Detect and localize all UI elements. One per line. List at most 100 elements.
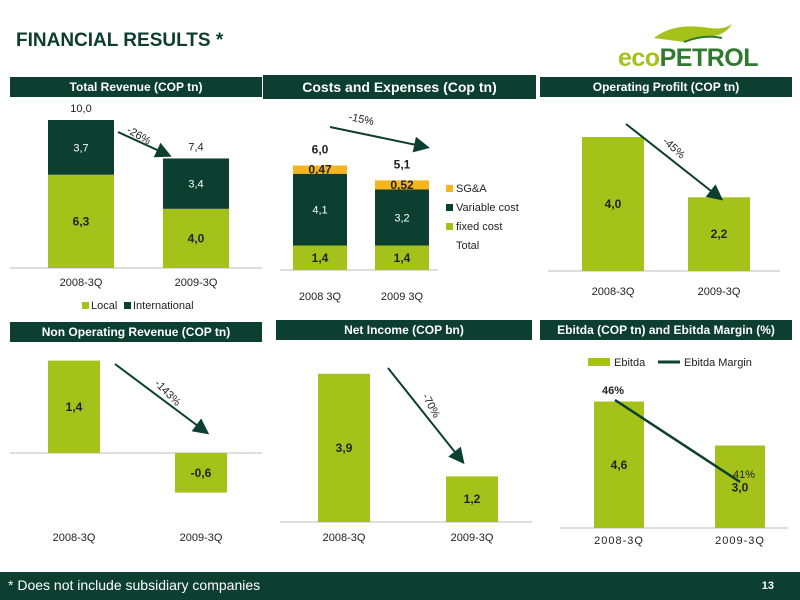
x-tick-label: 2008-3Q	[53, 532, 96, 544]
costs-header: Costs and Expenses (Cop tn)	[263, 75, 536, 99]
legend-label: SG&A	[456, 183, 487, 195]
margin-label: 46%	[602, 385, 624, 397]
x-tick-label: 2009-3Q	[451, 532, 494, 544]
bar-fixed-cost	[375, 245, 429, 270]
footnote: * Does not include subsidiary companies	[8, 577, 261, 593]
ebitda-title: Ebitda (COP tn) and Ebitda Margin (%)	[557, 323, 775, 337]
margin-label: 41%	[733, 469, 755, 481]
total-revenue-header: Total Revenue (COP tn)	[10, 77, 262, 97]
x-tick-label: 2009 3Q	[381, 291, 424, 303]
total-label: 5,1	[394, 157, 411, 171]
bar-sg-a	[375, 180, 429, 190]
trend-arrow	[625, 123, 724, 201]
legend-swatch	[124, 302, 131, 309]
bar-value-label: 3,9	[336, 441, 353, 455]
logo-text: ecoPETROL	[618, 44, 759, 73]
bar-value-label: -0,6	[191, 466, 212, 480]
bar	[318, 373, 370, 522]
bar	[688, 197, 750, 271]
total-revenue-chart: 6,3 3,7 10,0 2008-3Q 4,0 3,4 7,4 2009-3Q Local In…	[10, 103, 262, 312]
bar-value-label: 1,2	[464, 492, 481, 506]
bar-value-label: 4,0	[605, 197, 622, 211]
operating-profit-title: Operating Profilt (COP tn)	[592, 80, 740, 94]
bar-variable-cost	[375, 189, 429, 246]
bar-value-label: 1,4	[394, 251, 411, 265]
bar-fixed-cost	[293, 245, 347, 270]
net-income-chart: 3,9 2008-3Q 1,2 2009-3Q -70%	[280, 367, 532, 544]
change-label: -70%	[419, 392, 442, 421]
legend-swatch	[588, 358, 610, 366]
x-tick-label: 2008 3Q	[299, 291, 342, 303]
bar-ebitda	[594, 401, 644, 528]
bar-value-label: 1,4	[312, 251, 329, 265]
total-label: 6,0	[312, 143, 329, 157]
x-tick-label: 2008-3Q	[592, 286, 635, 298]
x-tick-label: 2009-3Q	[715, 535, 765, 547]
operating-profit-chart: 4,0 2008-3Q 2,2 2009-3Q -45%	[548, 123, 780, 298]
bar	[48, 360, 100, 453]
bar-value-label: 0,47	[308, 163, 332, 177]
logo-text-petrol: PETROL	[659, 44, 759, 72]
trend-arrow	[114, 363, 210, 435]
iguana-logo-mark	[654, 24, 732, 42]
bar-value-label: 3,0	[732, 481, 749, 495]
legend-swatch	[82, 302, 89, 309]
net-income-title: Net Income (COP bn)	[344, 323, 464, 337]
trend-arrow	[117, 131, 172, 158]
bar-value-label: 3,7	[73, 142, 88, 154]
legend-label: Total	[456, 240, 479, 252]
x-tick-label: 2008-3Q	[594, 535, 644, 547]
page-number: 13	[761, 580, 774, 592]
bar-local	[163, 208, 229, 268]
trend-arrow	[329, 126, 430, 153]
legend-label: fixed cost	[456, 221, 502, 233]
ecopetrol-logo	[654, 24, 732, 43]
bar-value-label: 3,4	[188, 179, 203, 191]
total-label: 10,0	[70, 103, 91, 115]
legend-swatch	[446, 185, 453, 192]
non-operating-header: Non Operating Revenue (COP tn)	[10, 322, 262, 342]
legend-swatch	[446, 223, 453, 230]
bar-value-label: 6,3	[73, 214, 90, 228]
bar-value-label: 4,0	[188, 231, 205, 245]
bar	[446, 476, 498, 522]
change-label: -26%	[125, 124, 153, 147]
bar-international	[48, 120, 114, 175]
bar-ebitda	[715, 445, 765, 528]
ebitda-margin-line	[614, 398, 741, 483]
logo-text-eco: eco	[618, 44, 660, 72]
change-label: -45%	[660, 135, 687, 161]
x-tick-label: 2008-3Q	[60, 277, 103, 289]
total-revenue-title: Total Revenue (COP tn)	[69, 80, 203, 94]
net-income-header: Net Income (COP bn)	[276, 320, 532, 340]
page-title: FINANCIAL RESULTS *	[16, 30, 224, 51]
costs-chart: 1,4 4,1 0,47 6,0 2008 3Q 1,4 3,2 0,52 5,1 2009 3Q…	[280, 111, 519, 303]
footer-bar	[0, 572, 800, 600]
legend-swatch	[446, 204, 453, 211]
total-label: 7,4	[188, 141, 203, 153]
bar-value-label: 4,6	[611, 458, 628, 472]
x-tick-label: 2009-3Q	[180, 532, 223, 544]
legend-label: Variable cost	[456, 202, 519, 214]
non-operating-title: Non Operating Revenue (COP tn)	[41, 325, 231, 339]
legend-label: Ebitda	[614, 357, 646, 369]
bar-value-label: 4,1	[312, 205, 327, 217]
legend-label: Ebitda Margin	[684, 357, 752, 369]
bar-international	[163, 158, 229, 209]
bar-sg-a	[293, 165, 347, 174]
bar-value-label: 0,52	[390, 178, 414, 192]
legend-label: International	[133, 300, 194, 312]
x-tick-label: 2009-3Q	[175, 277, 218, 289]
x-tick-label: 2009-3Q	[698, 286, 741, 298]
change-label: -15%	[347, 111, 375, 128]
bar-local	[48, 174, 114, 268]
bar	[582, 137, 644, 271]
operating-profit-header: Operating Profilt (COP tn)	[540, 77, 792, 97]
x-tick-label: 2008-3Q	[323, 532, 366, 544]
bar-value-label: 2,2	[711, 227, 728, 241]
bar-variable-cost	[293, 173, 347, 246]
costs-title: Costs and Expenses (Cop tn)	[302, 79, 497, 95]
ebitda-chart: 4,6 2008-3Q 3,0 2009-3Q 46% 41% Ebitda Ebitda M…	[560, 357, 788, 547]
trend-arrow	[387, 367, 465, 465]
